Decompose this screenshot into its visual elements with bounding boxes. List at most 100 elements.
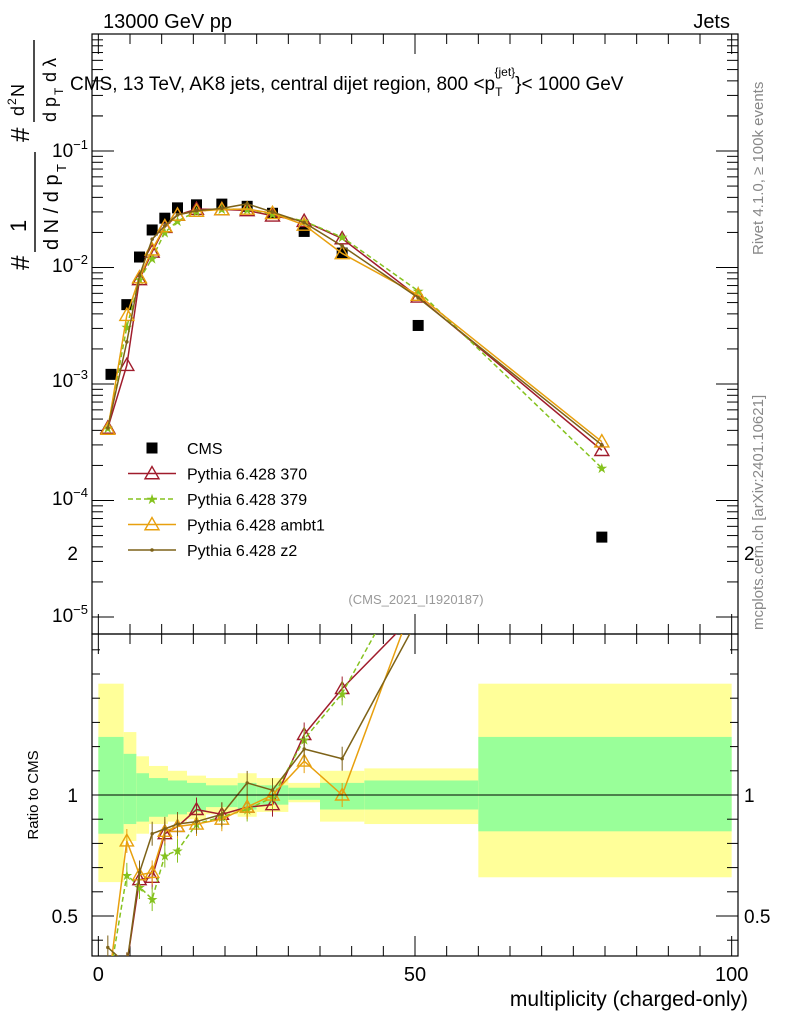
svg-text:d λ: d λ	[40, 58, 60, 82]
svg-text:d N / d p: d N / d p	[41, 174, 63, 250]
legend-item: CMS	[146, 441, 223, 458]
legend: CMS Pythia 6.428 370 ★ Pythia 6.428 379 Pyth…	[128, 441, 325, 560]
ratio-point	[270, 788, 275, 792]
data-point	[121, 299, 133, 311]
ratio-point: ★	[172, 844, 184, 859]
data-point	[156, 218, 174, 233]
data-point	[416, 295, 420, 300]
legend-label: Pythia 6.428 379	[187, 492, 307, 509]
header-right-label: Jets	[693, 11, 730, 33]
data-point	[333, 230, 351, 245]
ratio-point: ★	[146, 892, 158, 907]
x-axis-label: multiplicity (charged-only)	[510, 988, 748, 1011]
ratio-point	[137, 870, 142, 875]
svg-text:T: T	[52, 87, 66, 95]
ratio-y-tick-label-right: 2	[744, 544, 755, 565]
data-point	[238, 200, 256, 215]
ratio-series-pythia-6-428-z2	[106, 617, 419, 966]
ratio-point	[220, 812, 224, 817]
data-point	[175, 213, 180, 217]
svg-text:2: 2	[5, 98, 19, 105]
main-series-layer: ★★★★★★★★★★★★★★	[99, 198, 611, 543]
data-point	[596, 531, 608, 543]
legend-marker	[146, 442, 158, 454]
x-tick-label: 100	[715, 964, 748, 986]
svg-text:N: N	[8, 84, 28, 97]
ratio-line	[107, 634, 411, 956]
x-tick-label: 0	[93, 964, 104, 986]
data-point	[270, 210, 275, 214]
data-point	[188, 200, 205, 216]
rivet-version-label: Rivet 4.1.0, ≥ 100k events	[750, 82, 767, 255]
ratio-point	[120, 958, 133, 970]
ratio-y-tick-label-right: 0.5	[744, 907, 770, 928]
mcplots-label: mcplots.cern.ch [arXiv:2401.10621]	[750, 395, 767, 630]
stat-uncertainty-band	[288, 787, 320, 800]
legend-item: ★ Pythia 6.428 379	[128, 491, 307, 509]
data-point	[150, 237, 154, 241]
ratio-y-tick-labels: 0.5 1 2 0.5 1 2	[52, 544, 771, 928]
data-point	[125, 340, 129, 344]
ratio-point	[302, 747, 306, 751]
ratio-point	[340, 756, 344, 761]
data-point	[131, 271, 148, 286]
legend-marker: ★	[146, 491, 159, 507]
y-tick-label-1e-5: 10−5	[52, 602, 88, 627]
svg-text:1: 1	[6, 220, 31, 232]
series-line	[107, 203, 603, 446]
svg-text:d p: d p	[40, 97, 60, 122]
stat-uncertainty-band	[168, 780, 187, 815]
chart-title: CMS, 13 TeV, AK8 jets, central dijet reg…	[70, 65, 624, 99]
legend-marker	[150, 548, 154, 552]
ratio-y-tick-label-right: 1	[744, 786, 755, 807]
ratio-point	[334, 786, 351, 801]
series-pythia-6-428-370	[99, 200, 611, 457]
legend-item: Pythia 6.428 z2	[128, 543, 297, 560]
data-point	[264, 204, 281, 220]
data-point	[220, 206, 224, 211]
ratio-uncertainty-bands	[98, 683, 732, 883]
ratio-point: ★	[134, 880, 146, 895]
ratio-y-axis-label: Ratio to CMS	[25, 750, 42, 839]
legend-item: Pythia 6.428 370	[128, 465, 307, 484]
data-point	[134, 251, 145, 263]
ratio-point	[144, 864, 161, 879]
data-point: ★	[596, 460, 609, 476]
x-tick-label: 50	[404, 964, 426, 986]
data-point	[216, 198, 228, 210]
svg-text:#: #	[5, 255, 35, 270]
data-point	[137, 273, 142, 278]
data-point	[194, 208, 199, 213]
x-tick-labels: 0 50 100	[93, 964, 749, 986]
stat-uncertainty-band	[478, 736, 732, 832]
ratio-point: ★	[159, 849, 171, 864]
series-pythia-6-428-379: ★★★★★★★★★★★★★★	[102, 201, 609, 476]
ratio-point	[416, 617, 419, 620]
data-point	[593, 433, 611, 448]
stat-uncertainty-band	[206, 785, 238, 808]
y-tick-label-1e-4: 10−4	[52, 485, 88, 510]
ratio-point	[118, 832, 135, 847]
ratio-line	[111, 634, 403, 956]
data-point	[99, 420, 117, 436]
stat-uncertainty-band	[187, 782, 206, 812]
data-point	[295, 212, 313, 228]
stat-uncertainty-band	[136, 773, 149, 822]
ratio-y-tick-label-left: 0.5	[52, 907, 78, 928]
ratio-point: ★	[121, 868, 133, 883]
legend-label: Pythia 6.428 z2	[187, 543, 297, 560]
ratio-point	[125, 963, 128, 966]
data-point	[412, 319, 424, 331]
data-point	[593, 441, 611, 457]
ratio-point	[296, 753, 313, 767]
data-point: ★	[336, 229, 349, 245]
data-point: ★	[146, 250, 159, 266]
data-point	[163, 224, 167, 228]
stat-uncertainty-band	[149, 778, 168, 817]
data-point	[105, 368, 117, 380]
data-point	[600, 443, 604, 447]
legend-item: Pythia 6.428 ambt1	[128, 516, 325, 535]
ratio-point	[175, 822, 180, 826]
title-text-prefix: CMS, 13 TeV, AK8 jets, central dijet reg…	[70, 74, 495, 95]
